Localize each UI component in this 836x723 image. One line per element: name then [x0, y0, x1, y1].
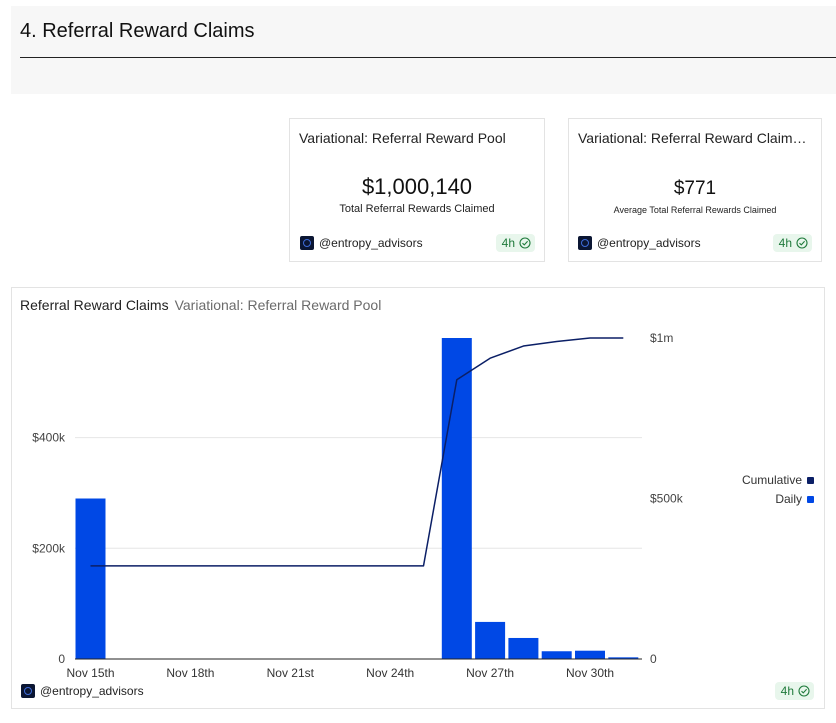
y-left-tick-label: 0	[58, 652, 65, 666]
card-title: Variational: Referral Reward Claimants	[578, 130, 813, 146]
badge-label: 4h	[778, 236, 792, 250]
y-right-tick-label: $500k	[650, 492, 684, 506]
author-link[interactable]: @entropy_advisors	[300, 236, 423, 250]
x-tick-label: Nov 30th	[566, 666, 614, 680]
freshness-badge[interactable]: 4h	[772, 234, 812, 252]
bar-daily	[508, 637, 539, 659]
referral-claims-chart[interactable]: 0 $200k $400k 0 $500k $1m Nov 15th Nov 18th Nov …	[12, 288, 824, 708]
x-tick-label: Nov 18th	[166, 666, 214, 680]
author-name: @entropy_advisors	[40, 684, 144, 698]
section-divider	[20, 57, 836, 58]
author-name: @entropy_advisors	[319, 236, 423, 250]
legend-swatch	[807, 477, 814, 484]
card-value: $1,000,140	[361, 174, 473, 199]
chart-card[interactable]: Referral Reward Claims Variational: Refer…	[11, 287, 825, 709]
check-circle-icon	[519, 237, 531, 249]
chart-title: Referral Reward Claims	[20, 297, 169, 313]
counter-card-claimants[interactable]: Variational: Referral Reward Claimants $…	[568, 118, 822, 262]
x-tick-label: Nov 27th	[466, 666, 514, 680]
bar-daily	[541, 651, 572, 659]
bar-daily	[441, 338, 472, 659]
y-left-tick-label: $400k	[32, 431, 66, 445]
line-cumulative	[90, 337, 624, 567]
bar-daily	[475, 621, 506, 659]
y-left-tick-label: $200k	[32, 541, 66, 555]
chart-legend: Cumulative Daily	[742, 471, 814, 509]
section-header: 4. Referral Reward Claims	[11, 6, 836, 94]
counter-card-reward-pool[interactable]: Variational: Referral Reward Pool $1,000…	[289, 118, 545, 262]
badge-label: 4h	[501, 236, 515, 250]
check-circle-icon	[796, 237, 808, 249]
legend-label: Cumulative	[741, 473, 802, 487]
bar-daily	[575, 650, 605, 659]
card-subtitle: Average Total Referral Rewards Claimed	[613, 205, 777, 215]
chart-subtitle: Variational: Referral Reward Pool	[174, 297, 382, 313]
author-link[interactable]: @entropy_advisors	[578, 236, 701, 250]
freshness-badge[interactable]: 4h	[774, 682, 814, 700]
card-title: Variational: Referral Reward Pool	[299, 130, 506, 146]
legend-label: Daily	[775, 492, 802, 506]
legend-item-cumulative[interactable]: Cumulative	[742, 471, 814, 490]
card-subtitle: Total Referral Rewards Claimed	[339, 203, 495, 215]
x-tick-label: Nov 21st	[267, 666, 315, 680]
check-circle-icon	[798, 685, 810, 697]
freshness-badge[interactable]: 4h	[495, 234, 535, 252]
avatar	[300, 236, 314, 250]
avatar	[21, 684, 35, 698]
y-right-tick-label: $1m	[650, 331, 673, 345]
avatar	[578, 236, 592, 250]
card-value: $771	[673, 178, 717, 199]
chart-header: Referral Reward Claims Variational: Refer…	[20, 297, 381, 313]
x-tick-label: Nov 15th	[66, 666, 114, 680]
author-name: @entropy_advisors	[597, 236, 701, 250]
bar-daily	[75, 498, 106, 659]
bar-daily	[608, 657, 639, 659]
author-link[interactable]: @entropy_advisors	[21, 684, 144, 698]
section-title: 4. Referral Reward Claims	[20, 20, 255, 42]
legend-swatch	[807, 496, 814, 503]
x-tick-label: Nov 24th	[366, 666, 414, 680]
badge-label: 4h	[780, 684, 794, 698]
legend-item-daily[interactable]: Daily	[742, 490, 814, 509]
y-right-tick-label: 0	[650, 652, 657, 666]
